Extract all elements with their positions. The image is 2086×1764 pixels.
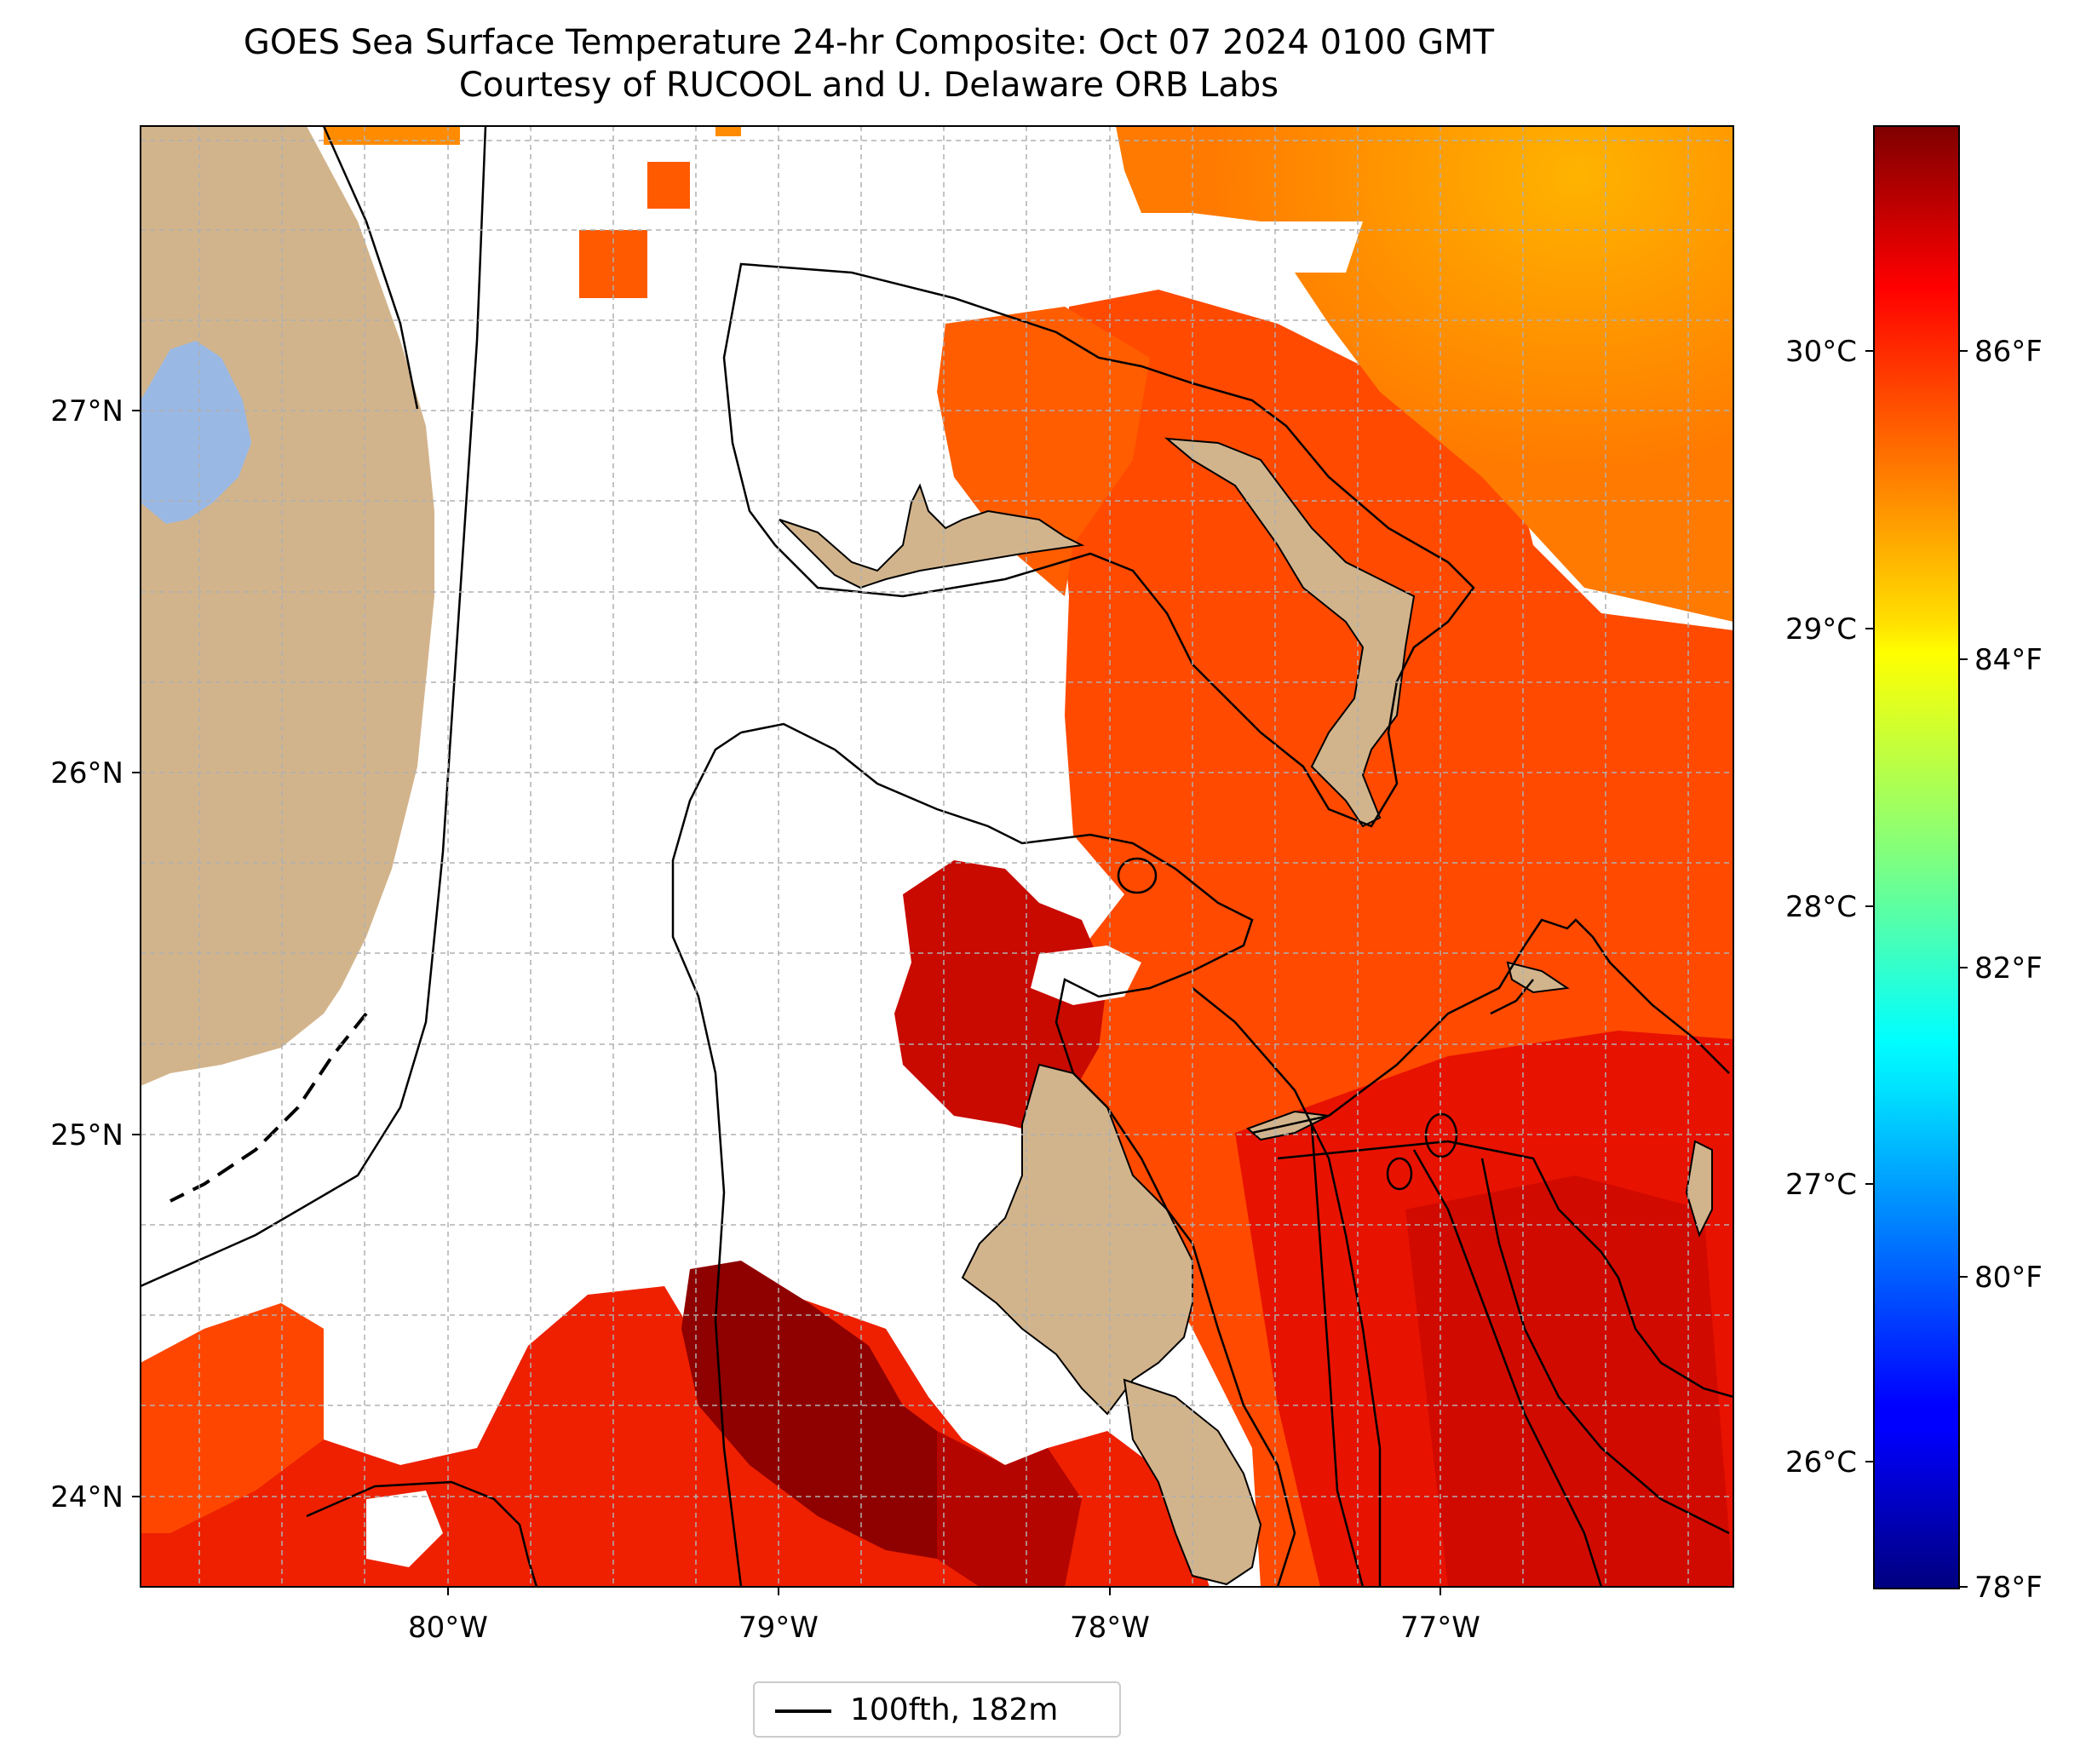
colorbar-fahrenheit-label: 80°F bbox=[1974, 1261, 2043, 1295]
sst-warmest-patch bbox=[681, 1261, 954, 1559]
map-subtitle: Courtesy of RUCOOL and U. Delaware ORB L… bbox=[458, 66, 1279, 105]
colorbar-fahrenheit-label: 84°F bbox=[1974, 643, 2043, 677]
colorbar-celsius-label: 26°C bbox=[1785, 1445, 1857, 1480]
colorbar bbox=[1873, 125, 1960, 1589]
lon-label: 77°W bbox=[1400, 1611, 1480, 1645]
sst-north-field bbox=[1116, 126, 1733, 622]
lat-label: 27°N bbox=[50, 394, 124, 428]
isobath-100fth bbox=[141, 126, 1733, 1587]
colorbar-celsius-label: 30°C bbox=[1785, 335, 1857, 369]
colorbar-celsius-label: 28°C bbox=[1785, 890, 1857, 924]
legend-label: 100fth, 182m bbox=[850, 1692, 1059, 1727]
axis-ticks bbox=[132, 410, 1441, 1595]
andros-island bbox=[961, 1063, 1193, 1416]
lat-label: 24°N bbox=[50, 1480, 124, 1514]
colorbar-celsius-label: 27°C bbox=[1785, 1168, 1857, 1202]
map-layers bbox=[141, 126, 1733, 1587]
colorbar-fahrenheit-label: 78°F bbox=[1974, 1571, 2043, 1605]
map-frame bbox=[140, 125, 1734, 1588]
lat-label: 25°N bbox=[50, 1118, 124, 1152]
colorbar-ticks bbox=[1865, 350, 1968, 1588]
lon-label: 80°W bbox=[408, 1611, 488, 1645]
colorbar-celsius-label: 29°C bbox=[1785, 612, 1857, 646]
colorbar-fahrenheit-label: 82°F bbox=[1974, 951, 2043, 985]
colorbar-fahrenheit-label: 86°F bbox=[1974, 335, 2043, 369]
lat-label: 26°N bbox=[50, 756, 124, 790]
lon-label: 78°W bbox=[1070, 1611, 1150, 1645]
map-title: GOES Sea Surface Temperature 24-hr Compo… bbox=[243, 23, 1495, 62]
legend-line-swatch bbox=[775, 1709, 831, 1713]
sst-central-patch bbox=[894, 860, 1107, 1133]
map-legend: 100fth, 182m bbox=[753, 1681, 1121, 1738]
gridlines bbox=[141, 126, 1733, 1587]
grand-bahama-island bbox=[779, 483, 1085, 589]
lon-label: 79°W bbox=[738, 1611, 819, 1645]
lake-okeechobee bbox=[141, 341, 251, 524]
abaco-island bbox=[1164, 437, 1416, 828]
